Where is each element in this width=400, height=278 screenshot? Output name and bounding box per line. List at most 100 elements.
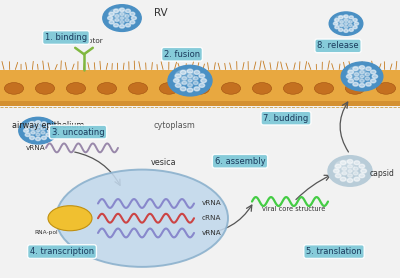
- Text: 5. translation: 5. translation: [306, 247, 362, 256]
- Circle shape: [348, 70, 354, 74]
- Circle shape: [360, 71, 364, 74]
- Circle shape: [194, 87, 200, 91]
- Ellipse shape: [345, 83, 365, 94]
- Circle shape: [340, 161, 346, 165]
- Ellipse shape: [190, 83, 210, 94]
- Bar: [0, 70, 400, 106]
- Circle shape: [348, 170, 352, 172]
- Circle shape: [114, 9, 118, 13]
- Circle shape: [359, 174, 365, 178]
- Circle shape: [342, 172, 347, 175]
- Circle shape: [187, 88, 193, 92]
- Circle shape: [108, 9, 126, 21]
- Text: 1. binding: 1. binding: [45, 33, 87, 42]
- Circle shape: [48, 129, 52, 132]
- Circle shape: [347, 178, 353, 182]
- Circle shape: [36, 133, 40, 136]
- Text: capsid: capsid: [370, 169, 394, 178]
- Text: viral core structure: viral core structure: [262, 206, 326, 212]
- Ellipse shape: [98, 83, 117, 94]
- Ellipse shape: [283, 83, 303, 94]
- Circle shape: [333, 22, 338, 25]
- Circle shape: [348, 24, 352, 27]
- Circle shape: [353, 82, 358, 86]
- Circle shape: [103, 5, 141, 31]
- Circle shape: [354, 73, 359, 76]
- Circle shape: [365, 77, 370, 80]
- Circle shape: [125, 15, 129, 18]
- Circle shape: [24, 121, 42, 133]
- Circle shape: [199, 74, 205, 78]
- Text: 8. release: 8. release: [317, 41, 359, 50]
- Circle shape: [182, 81, 187, 85]
- Circle shape: [120, 8, 124, 11]
- Circle shape: [340, 21, 344, 23]
- Ellipse shape: [66, 83, 86, 94]
- Circle shape: [341, 62, 383, 91]
- Circle shape: [342, 167, 347, 170]
- Circle shape: [41, 127, 45, 130]
- Circle shape: [188, 79, 192, 82]
- Circle shape: [168, 65, 212, 96]
- Text: receptor: receptor: [73, 38, 103, 44]
- Circle shape: [199, 83, 205, 87]
- Circle shape: [344, 29, 348, 32]
- Text: 7. budding: 7. budding: [263, 114, 309, 123]
- Circle shape: [120, 13, 124, 16]
- Circle shape: [30, 122, 34, 125]
- Circle shape: [36, 130, 40, 132]
- Circle shape: [115, 15, 119, 18]
- Circle shape: [334, 16, 349, 26]
- Circle shape: [366, 67, 371, 71]
- Circle shape: [193, 81, 198, 85]
- Circle shape: [42, 122, 46, 125]
- Circle shape: [36, 137, 40, 141]
- Text: vRNA: vRNA: [26, 145, 46, 151]
- Text: 4. transcription: 4. transcription: [30, 247, 94, 256]
- Circle shape: [340, 177, 346, 181]
- Circle shape: [180, 70, 186, 75]
- Circle shape: [36, 125, 40, 128]
- Circle shape: [366, 82, 371, 86]
- Text: RNA-pol: RNA-pol: [34, 230, 58, 235]
- Ellipse shape: [376, 83, 396, 94]
- Circle shape: [201, 79, 206, 83]
- Circle shape: [359, 164, 365, 168]
- Circle shape: [361, 169, 366, 173]
- Circle shape: [108, 16, 112, 20]
- Text: vesica: vesica: [151, 158, 177, 167]
- Circle shape: [46, 133, 51, 136]
- Circle shape: [187, 69, 193, 73]
- Circle shape: [329, 12, 363, 35]
- Circle shape: [353, 172, 358, 175]
- Text: 3. uncoating: 3. uncoating: [52, 128, 104, 136]
- Circle shape: [335, 164, 341, 168]
- Circle shape: [42, 136, 46, 140]
- Circle shape: [359, 83, 365, 87]
- Circle shape: [354, 22, 359, 25]
- Circle shape: [335, 26, 339, 29]
- Circle shape: [109, 21, 114, 24]
- Circle shape: [120, 21, 124, 24]
- Circle shape: [25, 133, 30, 136]
- Circle shape: [334, 169, 339, 173]
- Circle shape: [188, 83, 192, 87]
- Circle shape: [182, 77, 187, 80]
- Circle shape: [360, 75, 364, 78]
- Circle shape: [188, 74, 192, 78]
- Text: RV: RV: [154, 8, 168, 18]
- Ellipse shape: [56, 170, 228, 267]
- Circle shape: [365, 73, 370, 76]
- Circle shape: [194, 70, 200, 75]
- Ellipse shape: [222, 83, 241, 94]
- Circle shape: [46, 125, 51, 128]
- Circle shape: [30, 136, 34, 140]
- Ellipse shape: [48, 206, 92, 231]
- Circle shape: [36, 121, 40, 124]
- Circle shape: [354, 177, 360, 181]
- Circle shape: [347, 160, 353, 163]
- Circle shape: [130, 21, 135, 24]
- Circle shape: [175, 74, 181, 78]
- Circle shape: [360, 79, 364, 82]
- Circle shape: [359, 66, 365, 70]
